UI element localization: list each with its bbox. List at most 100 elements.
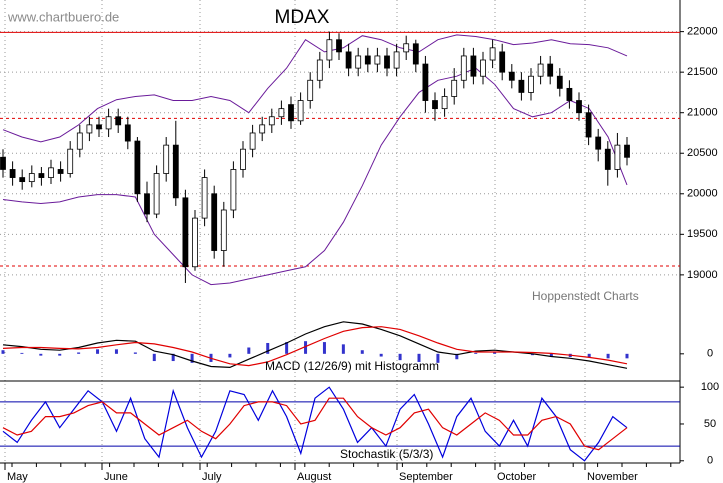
lower-band — [2, 67, 628, 286]
candle-body — [182, 197, 189, 268]
histogram-bar — [39, 353, 43, 356]
histogram-bar — [1, 350, 5, 354]
candle-body — [614, 144, 621, 170]
candle-body — [76, 132, 83, 150]
y-tick-label: 0 — [707, 348, 713, 360]
histogram-bar — [304, 341, 308, 354]
candle-body — [470, 55, 477, 77]
candle-body — [249, 132, 256, 150]
histogram-bar — [587, 353, 591, 358]
candle-body — [192, 217, 198, 268]
panel-title: MACD (12/26/9) mit Histogramm — [265, 359, 439, 373]
candle-body — [566, 87, 573, 101]
candle-body — [307, 79, 314, 101]
candle-body — [374, 55, 381, 65]
stochastic-line — [2, 386, 628, 462]
candle-body — [67, 148, 74, 174]
y-tick-label: 50 — [704, 418, 716, 430]
histogram-bar — [152, 353, 156, 362]
histogram-bar — [266, 342, 270, 354]
candle-body — [480, 59, 486, 77]
candle-body — [432, 100, 438, 110]
stochastic-line — [2, 397, 628, 451]
histogram-bar — [322, 342, 326, 354]
candle-body — [48, 167, 54, 178]
candle-body — [288, 104, 294, 122]
x-tick-label: August — [297, 471, 331, 483]
y-tick-label: 21000 — [687, 107, 718, 119]
candle-body — [268, 116, 275, 126]
candle-body — [86, 124, 93, 134]
y-tick-label: 19000 — [687, 269, 718, 281]
macd-line — [2, 326, 628, 367]
candle-body — [441, 96, 448, 110]
candle-body — [115, 116, 122, 126]
x-tick-label: November — [587, 471, 638, 483]
candle-body — [537, 63, 544, 77]
candle-body — [28, 173, 35, 183]
histogram-bar — [77, 352, 81, 354]
histogram-bar — [417, 353, 421, 362]
candle-body — [220, 209, 227, 251]
histogram-bar — [530, 353, 534, 356]
candle-body — [508, 71, 515, 81]
candle-body — [604, 148, 611, 170]
candle-body — [240, 148, 246, 170]
candle-body — [355, 55, 362, 69]
candle-body — [96, 124, 102, 130]
y-tick-label: 0 — [707, 455, 713, 467]
candle-body — [412, 43, 419, 65]
histogram-bar — [436, 353, 440, 363]
candle-body — [393, 51, 400, 69]
candle-body — [489, 47, 496, 61]
x-tick-label: September — [399, 471, 453, 483]
candle-body — [345, 51, 352, 69]
candle-body — [259, 124, 266, 134]
histogram-bar — [474, 352, 478, 354]
candle-body — [451, 79, 458, 97]
histogram-bar — [247, 347, 251, 354]
candle-body — [403, 43, 410, 53]
histogram-bar — [171, 353, 175, 362]
histogram-bar — [20, 352, 24, 354]
candle-body — [595, 136, 602, 150]
macd-line — [2, 321, 628, 369]
x-tick-label: May — [7, 471, 28, 483]
candle-body — [585, 112, 592, 138]
candle-body — [624, 144, 630, 158]
chart-title: MDAX — [275, 7, 330, 28]
histogram-bar — [96, 349, 100, 354]
candle-body — [518, 79, 525, 93]
candle-body — [297, 100, 304, 122]
x-tick-label: October — [497, 471, 536, 483]
candle-body — [422, 63, 429, 101]
y-tick-label: 20000 — [687, 188, 718, 200]
candle-body — [556, 75, 563, 89]
histogram-bar — [493, 352, 497, 354]
candle-body — [124, 124, 131, 142]
candle-body — [201, 177, 208, 219]
candle-body — [134, 140, 141, 195]
candle-body — [57, 169, 64, 174]
upper-band — [2, 34, 628, 143]
candle-body — [230, 169, 237, 211]
candle-body — [38, 173, 45, 178]
candle-body — [172, 144, 179, 199]
candle-body — [163, 144, 170, 174]
histogram-bar — [228, 353, 232, 358]
candle-body — [278, 108, 285, 118]
y-tick-label: 100 — [701, 381, 719, 393]
candle-body — [0, 156, 6, 170]
candle-body — [211, 193, 218, 251]
candle-body — [547, 63, 554, 77]
histogram-bar — [58, 353, 62, 356]
candle-body — [9, 169, 16, 178]
histogram-bar — [190, 353, 194, 363]
candle-body — [384, 55, 390, 69]
x-tick-label: June — [104, 471, 128, 483]
candle-body — [576, 100, 582, 114]
histogram-bar — [285, 342, 289, 354]
source: www.chartbuero.de — [7, 9, 119, 24]
